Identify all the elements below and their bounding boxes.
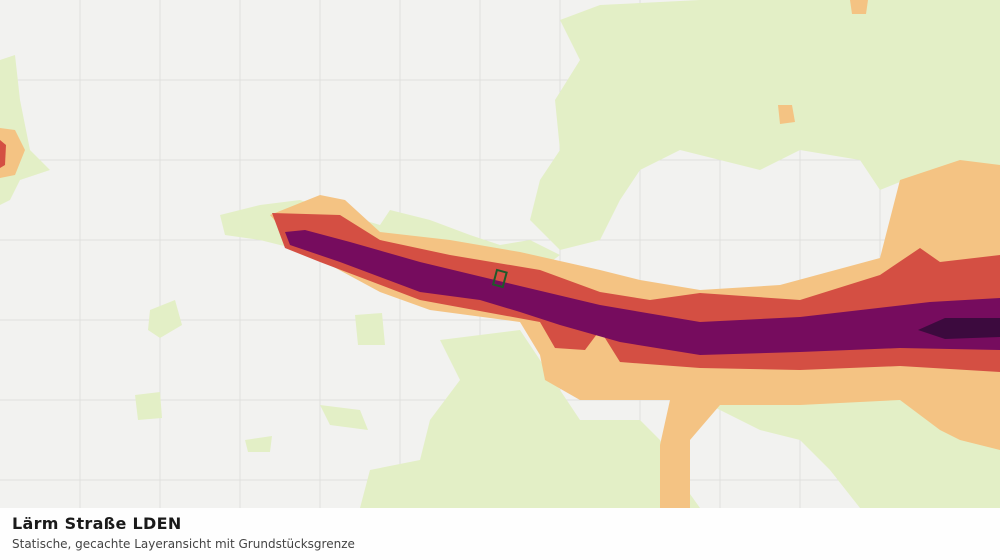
parcel-boundary [491, 268, 508, 289]
noise-zone-very-high [285, 230, 1000, 355]
layer-subtitle: Statische, gecachte Layeransicht mit Gru… [12, 537, 355, 551]
layer-title: Lärm Straße LDEN [12, 514, 182, 533]
legend-panel: Lärm Straße LDEN Statische, gecachte Lay… [0, 508, 1000, 560]
noise-zone-max [918, 318, 1000, 339]
